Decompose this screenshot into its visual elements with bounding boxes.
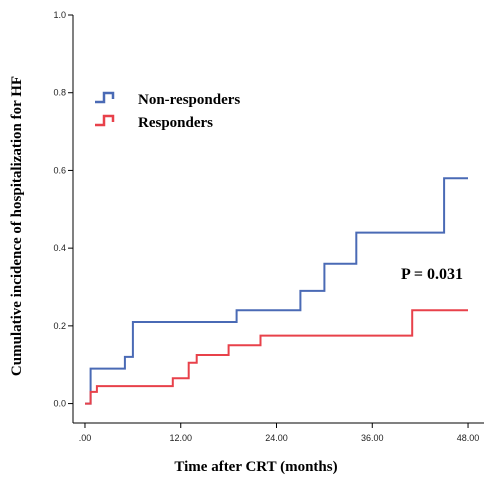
axes: 0.0 0.2 0.4 0.6 0.8 1.0 .00 12.00 24.00 36.00 48.0… (53, 10, 484, 443)
x-tick-label: .00 (79, 433, 92, 443)
series-layer (85, 177, 468, 405)
legend-label-non-responders: Non-responders (138, 92, 240, 108)
x-tick-label: 24.00 (265, 433, 288, 443)
legend-swatch-responders (95, 114, 115, 127)
y-tick-label: 0.4 (53, 243, 66, 253)
series-line-non-responders (85, 177, 468, 405)
x-axis-label: Time after CRT (months) (174, 459, 337, 475)
y-tick-label: 0.6 (53, 165, 66, 175)
y-tick-label: 1.0 (53, 10, 66, 20)
legend: Non-responders Responders (95, 91, 240, 131)
y-tick-label: 0.8 (53, 88, 66, 98)
p-value-annotation: P = 0.031 (401, 266, 463, 283)
y-tick-label: 0.0 (53, 399, 66, 409)
series-line-responders (85, 309, 468, 405)
x-tick-label: 36.00 (361, 433, 384, 443)
legend-swatch-non-responders (95, 91, 115, 104)
x-tick-label: 12.00 (169, 433, 192, 443)
legend-label-responders: Responders (138, 115, 213, 131)
y-axis-label: Cumulative incidence of hospitalization … (9, 76, 25, 376)
y-tick-label: 0.2 (53, 321, 66, 331)
x-tick-label: 48.00 (457, 433, 480, 443)
